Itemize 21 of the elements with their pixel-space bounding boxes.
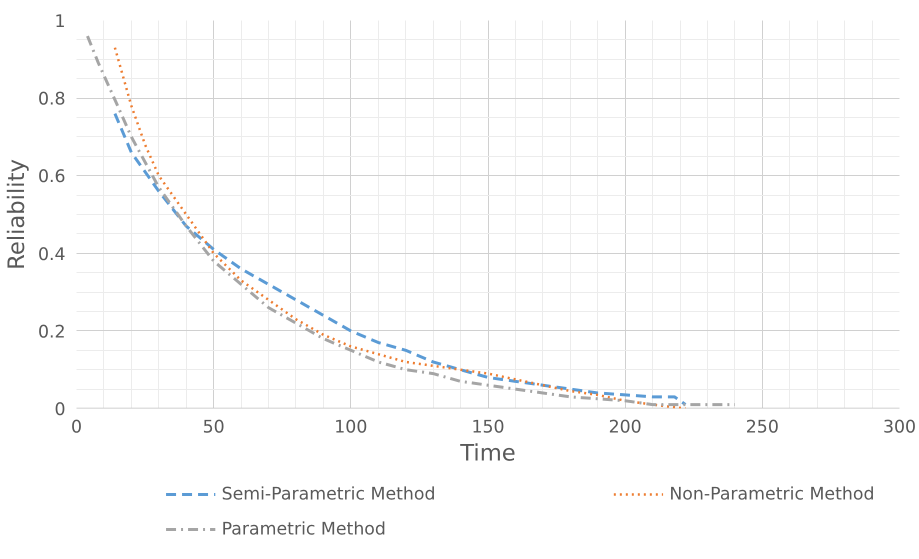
y-tick-label: 0.4 bbox=[38, 244, 66, 265]
x-tick-label: 300 bbox=[882, 418, 916, 438]
legend-label: Semi-Parametric Method bbox=[222, 484, 436, 504]
x-axis-title: Time bbox=[459, 440, 516, 466]
line-series bbox=[86, 34, 736, 406]
y-tick-label: 0.8 bbox=[38, 90, 66, 110]
y-tick-label: 0.2 bbox=[38, 322, 66, 342]
y-tick-label: 0.6 bbox=[38, 167, 66, 188]
legend-label: Non-Parametric Method bbox=[669, 484, 874, 504]
x-tick-label: 0 bbox=[70, 418, 82, 438]
x-tick-label: 200 bbox=[608, 418, 642, 438]
legend-label: Parametric Method bbox=[222, 520, 386, 540]
y-tick-label: 1 bbox=[54, 12, 66, 32]
x-tick-label: 50 bbox=[202, 418, 225, 438]
x-tick-label: 250 bbox=[746, 418, 779, 438]
x-tick-label: 100 bbox=[334, 418, 368, 438]
line-series bbox=[113, 112, 688, 406]
y-axis-title: Reliability bbox=[4, 159, 30, 270]
y-tick-label: 0 bbox=[54, 400, 66, 420]
x-tick-label: 150 bbox=[471, 418, 505, 438]
line-series bbox=[114, 46, 687, 408]
